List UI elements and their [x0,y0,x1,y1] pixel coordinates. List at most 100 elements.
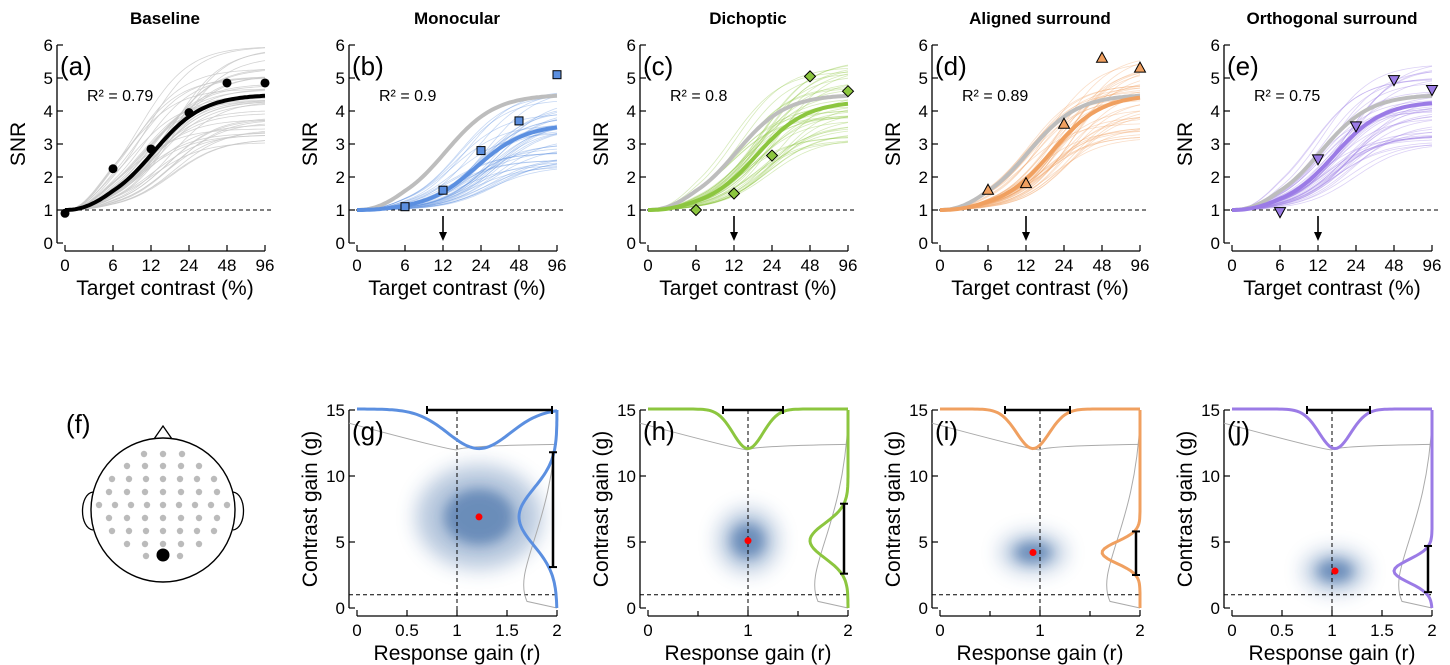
data-point [1311,154,1325,166]
data-point [146,144,156,154]
x-axis-label: Response gain (r) [665,642,832,665]
bootstrap-curve [1232,120,1433,211]
electrode-dot [195,540,203,548]
electrode-dot [210,475,218,483]
data-point [1387,75,1401,87]
data-point [689,203,703,217]
x-tick-label: 96 [1423,256,1442,275]
bootstrap-curve [65,140,266,211]
x-tick-label: 2 [1427,621,1436,640]
bootstrap-curve [940,90,1141,211]
y-tick-label: 5 [1211,69,1220,88]
panel-title: Orthogonal surround [1247,9,1418,28]
y-tick-label: 0 [919,234,928,253]
y-tick-label: 0 [627,234,636,253]
panel-title: Aligned surround [969,9,1111,28]
bootstrap-curve [1232,114,1433,211]
x-tick-label: 2 [843,621,852,640]
y-tick-label: 15 [617,401,636,420]
bootstrap-curve [1232,126,1433,211]
bootstrap-curve [648,109,849,211]
bootstrap-curve [1232,93,1433,211]
bootstrap-curve [357,96,558,211]
fit-curve [1232,101,1433,212]
response-gain-marginal [357,407,558,451]
bootstrap-curve [648,141,849,211]
x-tick-label: 24 [472,256,491,275]
bootstrap-curve [648,117,849,211]
data-point [60,208,70,218]
x-tick-label: 6 [108,256,117,275]
bootstrap-curve [939,91,1141,211]
electrode-dot [159,450,167,458]
electrode-dot [142,527,150,535]
gain-panel-g: 0 5 10 15 0 0.5 1 1.5 2 Response gain (r) Contrast… [299,401,562,665]
peak-marker [1331,567,1339,575]
y-tick-label: 4 [1211,102,1220,121]
x-tick-label: 1 [452,621,461,640]
data-point [1133,61,1147,73]
reference-marginal-top [931,422,1141,451]
bootstrap-curve [64,96,266,211]
mask-contrast-arrowhead [439,232,447,241]
y-tick-label: 3 [919,135,928,154]
bootstrap-curve [357,101,558,211]
contrast-gain-marginal [1100,410,1142,608]
electrode-dot [178,450,186,458]
bootstrap-curve [64,76,266,211]
selected-electrode [156,548,170,562]
baseline-reference-curve [940,93,1141,212]
gain-panel-j: 0 5 10 15 0 0.5 1 1.5 2 Response gain (r) Contrast… [1174,401,1437,665]
bootstrap-curve [357,114,558,211]
bootstrap-curve [1232,144,1433,211]
bootstrap-curve [940,117,1141,211]
y-axis-label: Contrast gain (g) [299,431,322,587]
data-point [1349,121,1363,133]
baseline-reference-curve [357,93,558,212]
bootstrap-curve [1232,103,1433,211]
bootstrap-curve [648,127,849,211]
x-tick-label: 48 [1385,256,1404,275]
reference-marginal-right [814,419,849,609]
x-tick-label: 6 [1275,256,1284,275]
x-axis-label: Target contrast (%) [659,277,836,300]
data-point [1095,51,1109,63]
bootstrap-curve [940,139,1141,211]
electrode-dot [105,488,113,496]
x-tick-label: 0 [643,256,652,275]
y-tick-label: 0 [1211,234,1220,253]
electrode-dot [175,501,183,509]
x-tick-label: 24 [763,256,782,275]
electrode-dot [140,450,148,458]
x-tick-label: 24 [1055,256,1074,275]
electrode-dot [177,462,185,470]
data-point [803,70,817,83]
electrode-dot [108,475,116,483]
panel-label: (i) [935,416,958,446]
data-point [765,149,779,162]
data-point [727,187,741,200]
y-tick-label: 5 [336,69,345,88]
data-point [841,84,855,98]
electrode-dot [123,514,131,522]
fit-curve [648,101,849,212]
panel-label: (c) [643,51,673,81]
data-point [476,146,486,156]
bootstrap-curve [64,95,266,211]
peak-marker [475,513,483,521]
panel-label: (a) [60,51,92,81]
electrode-dot [142,552,150,560]
bootstrap-curve [65,120,266,211]
y-tick-label: 3 [336,135,345,154]
x-axis-label: Target contrast (%) [1243,277,1420,300]
bootstrap-curve [64,69,266,211]
x-tick-label: 12 [725,256,744,275]
y-tick-label: 6 [44,36,53,55]
r-squared-label: R² = 0.9 [379,88,436,105]
y-tick-label: 6 [1211,36,1220,55]
x-tick-label: 12 [1309,256,1328,275]
electrode-dot [141,462,149,470]
